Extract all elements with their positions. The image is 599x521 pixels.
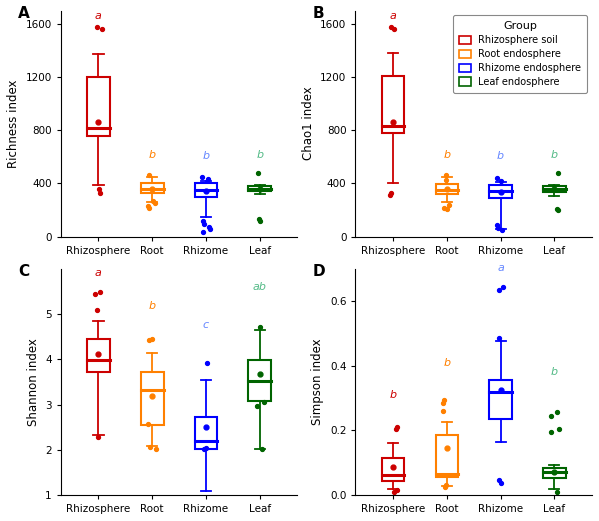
Bar xyxy=(543,467,565,478)
Bar xyxy=(489,185,512,198)
Text: b: b xyxy=(497,151,504,161)
Bar xyxy=(141,183,164,193)
Bar xyxy=(435,184,458,194)
Text: b: b xyxy=(551,367,558,378)
Bar xyxy=(435,435,458,477)
Text: b: b xyxy=(551,150,558,160)
Text: C: C xyxy=(18,265,29,279)
Bar xyxy=(382,76,404,133)
Bar xyxy=(382,458,404,481)
Bar xyxy=(249,186,271,191)
Bar xyxy=(87,339,110,372)
Y-axis label: Richness index: Richness index xyxy=(7,79,20,168)
Text: a: a xyxy=(95,11,102,21)
Text: a: a xyxy=(497,264,504,274)
Bar xyxy=(543,187,565,192)
Text: b: b xyxy=(443,150,450,160)
Text: b: b xyxy=(389,390,397,400)
Text: D: D xyxy=(313,265,325,279)
Text: b: b xyxy=(256,150,264,160)
Y-axis label: Shannon index: Shannon index xyxy=(26,338,40,426)
Y-axis label: Simpson index: Simpson index xyxy=(311,339,324,425)
Bar xyxy=(195,417,217,449)
Text: B: B xyxy=(313,6,325,21)
Bar xyxy=(489,380,512,419)
Bar xyxy=(195,183,217,197)
Y-axis label: Chao1 index: Chao1 index xyxy=(301,86,314,160)
Bar xyxy=(87,77,110,135)
Text: a: a xyxy=(95,268,102,278)
Text: A: A xyxy=(18,6,30,21)
Text: c: c xyxy=(203,320,209,330)
Text: b: b xyxy=(149,301,156,311)
Text: a: a xyxy=(389,11,397,21)
Text: b: b xyxy=(443,358,450,368)
Bar xyxy=(249,361,271,401)
Text: b: b xyxy=(202,151,210,161)
Text: ab: ab xyxy=(253,281,267,292)
Text: b: b xyxy=(149,150,156,160)
Legend: Rhizosphere soil, Root endosphere, Rhizome endosphere, Leaf endosphere: Rhizosphere soil, Root endosphere, Rhizo… xyxy=(453,16,587,93)
Bar xyxy=(141,372,164,425)
